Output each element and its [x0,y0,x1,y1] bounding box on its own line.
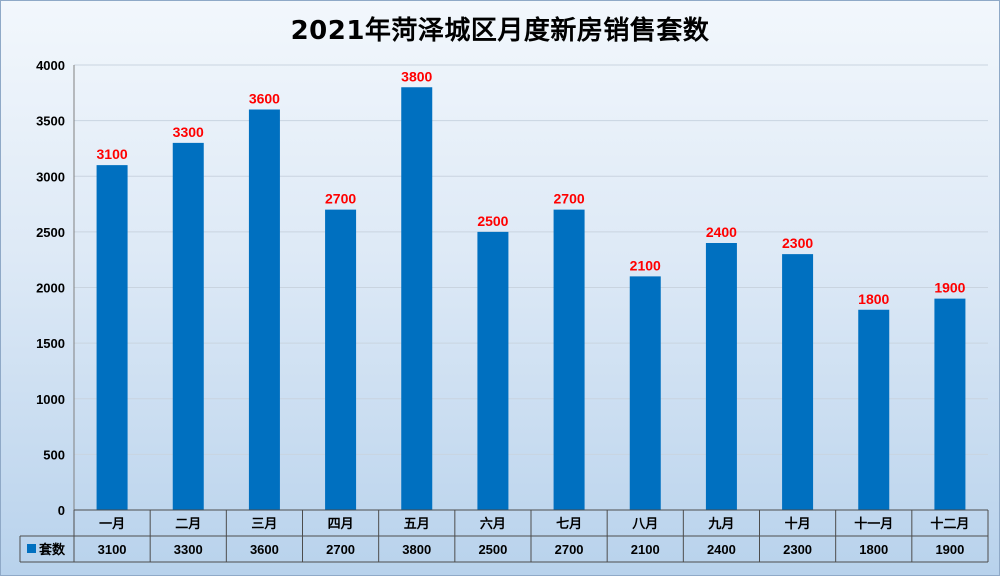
table-value: 3600 [250,542,279,557]
bar-12 [934,298,966,510]
x-tick-label: 八月 [631,517,658,532]
bar-4 [325,209,357,510]
x-tick-label: 三月 [251,517,277,532]
bar-11 [858,309,890,510]
table-value: 3100 [98,542,127,557]
data-label: 3100 [97,146,128,162]
data-label: 2300 [782,235,813,251]
x-tick-label: 一月 [99,517,125,532]
data-label: 3600 [249,91,280,107]
data-label: 2700 [325,191,356,207]
table-value: 2700 [555,542,584,557]
table-value: 2500 [478,542,507,557]
data-label: 3300 [173,124,204,140]
bar-6 [477,231,509,510]
x-tick-label: 七月 [556,517,582,532]
data-label: 3800 [401,68,432,84]
data-label: 2100 [630,257,661,273]
data-label: 1800 [858,291,889,307]
x-tick-label: 四月 [328,517,354,532]
bar-5 [401,87,433,510]
bar-8 [629,276,661,510]
x-tick-label: 六月 [480,516,506,532]
table-value: 2700 [326,542,355,557]
table-value: 2400 [707,542,736,557]
table-value: 2100 [631,542,660,557]
y-tick-label: 3500 [36,114,65,129]
bar-2 [172,142,204,510]
bar-9 [705,243,737,510]
bar-1 [96,165,128,510]
x-tick-label: 十二月 [930,516,969,532]
table-value: 1900 [935,542,964,557]
chart-title: 2021年菏泽城区月度新房销售套数 [290,16,710,46]
data-label: 2400 [706,224,737,240]
x-tick-label: 五月 [404,517,430,532]
legend-label: 套数 [38,542,66,558]
table-value: 3300 [174,542,203,557]
table-value: 1800 [859,542,888,557]
table-value: 2300 [783,542,812,557]
x-tick-label: 十月 [785,516,811,532]
bar-3 [248,109,280,510]
y-tick-label: 3000 [36,169,65,184]
x-tick-label: 九月 [707,517,734,532]
y-tick-label: 1000 [36,392,65,407]
table-value: 3800 [402,542,431,557]
y-tick-label: 1500 [36,336,65,351]
y-tick-label: 2000 [36,281,65,296]
data-label: 1900 [934,280,965,296]
y-tick-label: 4000 [36,58,65,73]
x-tick-label: 二月 [175,517,201,532]
legend-swatch [27,544,36,553]
bar-7 [553,209,585,510]
y-tick-label: 500 [43,447,65,462]
y-tick-label: 0 [58,503,65,518]
data-label: 2500 [477,213,508,229]
bar-10 [782,254,814,510]
x-tick-label: 十一月 [854,516,893,532]
data-label: 2700 [554,191,585,207]
y-tick-label: 2500 [36,225,65,240]
